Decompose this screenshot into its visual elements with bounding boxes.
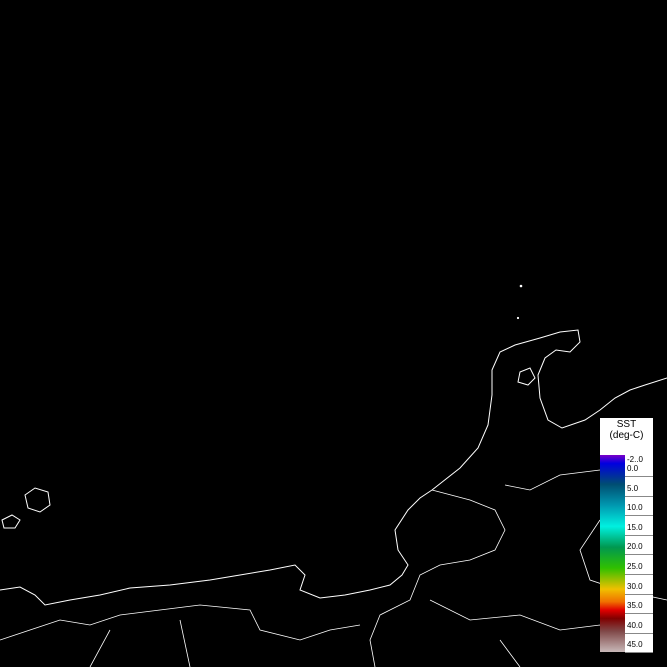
legend-tick-label: -2..0: [627, 455, 644, 464]
noto-bay-coast: [517, 367, 536, 386]
legend-tick-line: [625, 476, 653, 477]
noto-peninsula-coast: [431, 329, 667, 491]
legend-tick-label: 45.0: [627, 640, 643, 650]
prefecture-border: [0, 599, 641, 667]
legend-tick-line: [625, 593, 653, 595]
legend-tick-line: [625, 515, 653, 517]
legend-tick-label: 30.0: [627, 581, 643, 591]
legend-title: SST (deg-C): [600, 419, 653, 441]
legend-tick-label: 25.0: [627, 562, 643, 571]
legend-tick-line: [625, 534, 653, 536]
legend-tick-label: 40.0: [627, 620, 643, 630]
legend-title-line2: (deg-C): [609, 430, 644, 441]
legend-tick-line: [625, 495, 653, 497]
legend-tick-line: [625, 652, 653, 654]
oki-island-coast: [24, 487, 51, 513]
color-bar: [600, 455, 625, 652]
legend-tick-label: 5.0: [627, 483, 639, 493]
legend-tick-label: 20.0: [627, 542, 643, 552]
small-island-coast: [1, 514, 21, 529]
legend-title-line1: SST: [616, 419, 637, 430]
legend-tick-line: [625, 613, 653, 615]
legend-tick-label: 15.0: [627, 522, 643, 532]
islet: [516, 316, 520, 320]
legend-tick-line: [625, 574, 653, 575]
legend-tick-label: 10.0: [627, 503, 643, 513]
sst-legend: SST (deg-C) -2..0 0.0 5.0 10.0 15.0 20.0 25.0 3…: [600, 418, 653, 654]
legend-tick-label: 35.0: [627, 601, 643, 611]
legend-tick-line: [625, 632, 653, 634]
legend-tick-line: [625, 554, 653, 556]
wakasa-bay-coast: [0, 489, 433, 606]
prefecture-border: [369, 489, 506, 667]
islet: [519, 284, 523, 288]
legend-tick-label: 0.0: [627, 464, 639, 473]
